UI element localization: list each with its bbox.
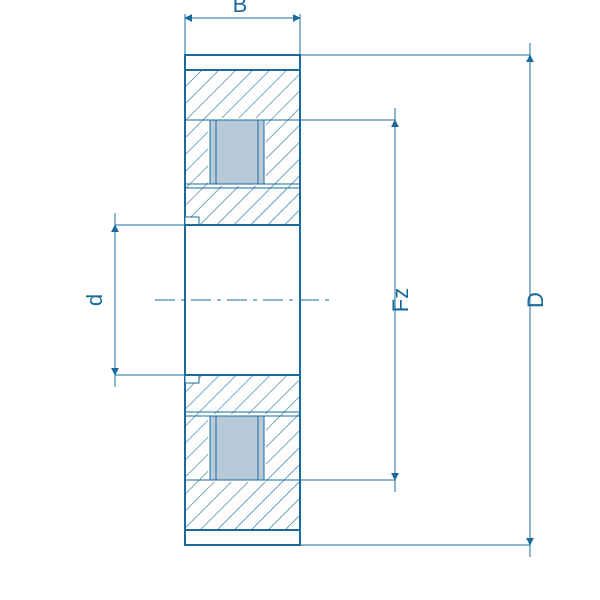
dim-label-d: d [82, 294, 107, 306]
dim-label-Fz: Fz [388, 288, 413, 312]
dim-label-D: D [523, 292, 548, 308]
dim-label-B: B [233, 0, 248, 17]
bearing-cross-section-diagram: Bd Fz D [0, 0, 600, 600]
